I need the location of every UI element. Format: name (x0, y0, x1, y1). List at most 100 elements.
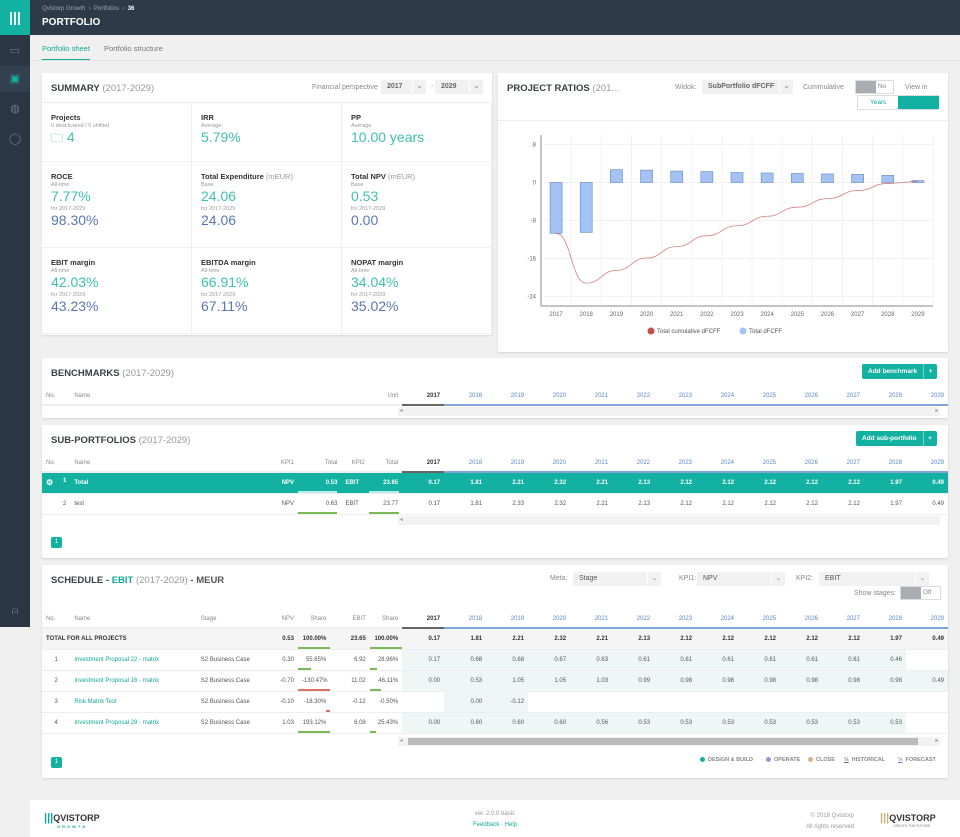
breadcrumb-item[interactable]: Qvistorp Growth (42, 6, 86, 12)
kpi1-select[interactable]: NPV ⌄ (697, 572, 785, 586)
chat-icon[interactable]: ◯ (8, 133, 22, 145)
meta-select[interactable]: Stage ⌄ (573, 572, 661, 586)
year-value: 0.98 (654, 670, 697, 692)
kpi2-select[interactable]: EBIT ⌄ (819, 572, 929, 586)
help-link[interactable]: Help (504, 822, 518, 828)
year-header: 2026 (780, 610, 822, 629)
table-row[interactable]: 1 Investment Proposal 22 - matrix S2 Busin… (42, 649, 948, 671)
subportfolios-title: SUB-PORTFOLIOS (2017-2029) (51, 435, 191, 446)
year-value: 1.05 (486, 670, 529, 692)
row-number: 2 (42, 670, 71, 692)
x-tick-label: 2020 (640, 312, 654, 318)
year-value: 0.56 (570, 712, 613, 734)
year-value: 2.21 (570, 628, 613, 650)
year-header: 2028 (864, 387, 906, 406)
year-header: 2021 (570, 387, 613, 406)
metric-value: 0.53 (351, 188, 379, 204)
year-value: 2.33 (486, 493, 529, 515)
x-tick-label: 2018 (580, 312, 594, 318)
row-number: 3 (42, 691, 71, 713)
share-cell: 25.43% (369, 712, 403, 734)
stage-cell: S2 Business Case (196, 649, 258, 671)
share-cell: -0.50% (369, 691, 403, 713)
pagination-page-1[interactable]: 1 (51, 757, 62, 768)
year-header: 2019 (486, 387, 529, 406)
table-row[interactable]: 4 Investment Proposal 29 - matrix S2 Busin… (42, 712, 948, 734)
year-value: 0.17 (402, 493, 445, 515)
metric-value: 66.91% (201, 274, 249, 290)
summary-cell: Total Expenditure (mEUR) Base 24.06 for 2… (192, 162, 342, 248)
project-link[interactable]: Investment Proposal 16 - matrix (70, 670, 197, 692)
metric-sub: for 2017-2029 (351, 292, 386, 298)
year-value: 0.49 (905, 493, 948, 515)
kpi2-total: 23.65 (368, 472, 403, 494)
breadcrumb-item[interactable]: Portfolios (94, 6, 120, 12)
column-header: Name (70, 454, 253, 473)
summary-cell: NOPAT margin All-time 34.04% for 2017-202… (342, 248, 492, 334)
gear-icon[interactable]: ⚙ (46, 478, 54, 488)
y-tick-label: 8 (533, 143, 537, 149)
table-row[interactable]: 3 Risk Matrix Test S2 Business Case -0.10 -1… (42, 691, 948, 713)
add-subportfolio-button[interactable]: Add sub-portfolio + (856, 431, 937, 446)
year-value: 0.60 (486, 712, 529, 734)
metric-title: Projects (51, 113, 81, 122)
user-icon[interactable]: ⍝ (11, 605, 19, 617)
share-cell: 100.00% (369, 628, 403, 650)
year-to-select[interactable]: 2029 ⌄ (435, 80, 483, 94)
project-link[interactable]: Risk Matrix Test (70, 691, 197, 713)
table-row[interactable]: 2 test NPV 0.63 EBIT 23.77 0.17 1.81 2.33 2.32 2.2… (42, 493, 948, 515)
kpi1: NPV (252, 493, 298, 515)
year-value: 1.03 (570, 670, 613, 692)
project-link[interactable]: Investment Proposal 22 - matrix (70, 649, 197, 671)
horizontal-scrollbar[interactable]: ◂ (398, 516, 940, 525)
year-value: 2.12 (822, 628, 864, 650)
tab-portfolio-structure[interactable]: Portfolio structure (104, 44, 163, 53)
year-value (780, 691, 822, 713)
globe-icon[interactable]: ◍ (10, 103, 20, 115)
share-cell: 46.11% (369, 670, 403, 692)
view-in-toggle[interactable]: Years (857, 95, 939, 110)
year-value: 0.17 (402, 628, 445, 650)
feedback-link[interactable]: Feedback (472, 822, 500, 828)
project-link[interactable]: Investment Proposal 29 - matrix (70, 712, 197, 734)
year-header: 2022 (612, 454, 655, 473)
bars-logo-icon[interactable]: ||| (0, 0, 30, 35)
widok-select[interactable]: SubPortfolio dFCFF ⌄ (702, 80, 793, 94)
year-value (528, 691, 571, 713)
horizontal-scrollbar[interactable]: ◂ ▸ (398, 737, 940, 746)
year-value: 0.61 (738, 649, 781, 671)
show-stages-toggle[interactable]: Off (900, 586, 941, 600)
column-header: Name (70, 387, 374, 406)
metric-title: Total Expenditure (mEUR) (201, 172, 293, 181)
year-header: 2029 (905, 610, 948, 629)
legend-label: Total cumulative dFCFF (657, 329, 721, 335)
schedule-title: SCHEDULE - EBIT (2017-2029) - MEUR (51, 575, 225, 586)
table-row[interactable]: ⚙ 1 Total NPV 0.53 EBIT 23.65 0.17 1.81 2.21 2.32 2… (42, 472, 948, 494)
horizontal-scrollbar[interactable]: ◂ ▸ (398, 407, 940, 416)
add-benchmark-button[interactable]: Add benchmark + (862, 364, 938, 379)
x-tick-label: 2025 (791, 312, 805, 318)
widok-label: Widok: (675, 84, 697, 91)
pagination-page-1[interactable]: 1 (51, 537, 62, 548)
table-row[interactable]: 2 Investment Proposal 16 - matrix S2 Busin… (42, 670, 948, 692)
year-value: 2.32 (528, 628, 571, 650)
footer-logo: |||QVISTORP GROWTH (44, 812, 100, 829)
year-header: 2018 (444, 387, 487, 406)
folder-icon[interactable]: ▭ (9, 45, 21, 57)
year-value: 0.53 (444, 670, 487, 692)
benchmarks-title: BENCHMARKS (2017-2029) (51, 368, 175, 379)
year-header: 2022 (612, 387, 655, 406)
x-tick-label: 2024 (760, 312, 774, 318)
tab-portfolio-sheet[interactable]: Portfolio sheet (42, 44, 90, 61)
presentation-icon[interactable]: ▣ (0, 66, 30, 92)
row-name[interactable]: test (70, 493, 253, 515)
x-tick-label: 2027 (851, 312, 865, 318)
year-value: 2.13 (612, 493, 655, 515)
year-value (905, 649, 948, 671)
metric-value: 42.03% (51, 274, 99, 290)
year-value (696, 691, 739, 713)
subportfolios-card: SUB-PORTFOLIOS (2017-2029) Add sub-portf… (42, 425, 948, 558)
year-from-select[interactable]: 2017 ⌄ (381, 80, 426, 94)
cumulative-toggle[interactable]: No (855, 80, 894, 94)
row-name[interactable]: Total (70, 472, 253, 494)
